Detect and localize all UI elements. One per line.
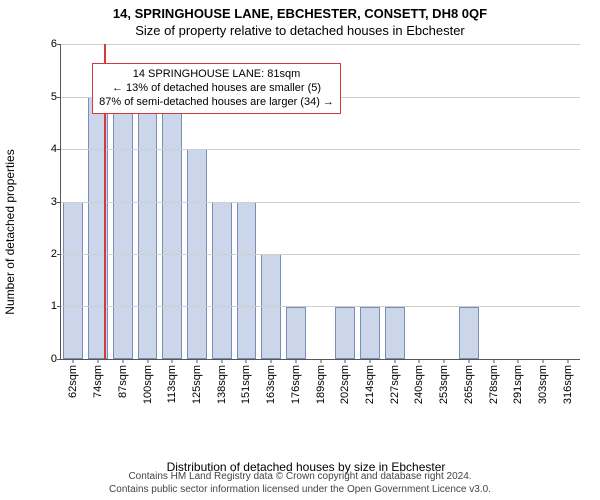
x-tick-label: 214sqm xyxy=(364,365,376,404)
x-tick-mark xyxy=(444,359,445,363)
x-tick-label: 113sqm xyxy=(166,365,178,403)
x-tick-label: 151sqm xyxy=(240,365,252,404)
x-tick-label: 125sqm xyxy=(191,365,203,404)
y-tick-label: 0 xyxy=(39,353,57,365)
x-tick-mark xyxy=(468,359,469,363)
x-tick-mark xyxy=(147,359,148,363)
footer-line-1: Contains HM Land Registry data © Crown c… xyxy=(0,470,600,483)
x-tick-label: 227sqm xyxy=(389,365,401,404)
x-tick-label: 316sqm xyxy=(562,365,574,404)
x-tick-mark xyxy=(73,359,74,363)
y-tick-mark xyxy=(57,306,61,307)
x-tick-mark xyxy=(518,359,519,363)
y-tick-mark xyxy=(57,254,61,255)
bar xyxy=(113,97,133,359)
x-tick-label: 253sqm xyxy=(438,365,450,404)
x-tick-mark xyxy=(493,359,494,363)
y-tick-label: 5 xyxy=(39,91,57,103)
x-tick-mark xyxy=(345,359,346,363)
x-tick-mark xyxy=(295,359,296,363)
page-title: 14, SPRINGHOUSE LANE, EBCHESTER, CONSETT… xyxy=(0,0,600,21)
x-tick-mark xyxy=(369,359,370,363)
footer-line-2: Contains public sector information licen… xyxy=(0,483,600,496)
bar xyxy=(237,202,257,360)
x-tick-mark xyxy=(543,359,544,363)
bar xyxy=(459,307,479,360)
y-tick-mark xyxy=(57,359,61,360)
footer: Contains HM Land Registry data © Crown c… xyxy=(0,470,600,496)
bar xyxy=(360,307,380,360)
x-tick-label: 176sqm xyxy=(290,365,302,404)
x-tick-mark xyxy=(271,359,272,363)
x-tick-mark xyxy=(172,359,173,363)
x-tick-label: 291sqm xyxy=(512,365,524,404)
gridline xyxy=(61,202,580,203)
y-tick-mark xyxy=(57,202,61,203)
gridline xyxy=(61,149,580,150)
y-tick-label: 4 xyxy=(39,143,57,155)
annotation-line: 87% of semi-detached houses are larger (… xyxy=(99,95,334,109)
bar xyxy=(286,307,306,360)
x-tick-mark xyxy=(122,359,123,363)
bar xyxy=(63,202,83,360)
y-tick-label: 6 xyxy=(39,38,57,50)
x-tick-label: 265sqm xyxy=(463,365,475,404)
page-subtitle: Size of property relative to detached ho… xyxy=(0,21,600,38)
x-tick-label: 202sqm xyxy=(339,365,351,404)
chart-container: Number of detached properties 62sqm74sqm… xyxy=(32,44,580,420)
y-tick-label: 1 xyxy=(39,300,57,312)
bar xyxy=(335,307,355,360)
x-tick-mark xyxy=(196,359,197,363)
annotation-box: 14 SPRINGHOUSE LANE: 81sqm← 13% of detac… xyxy=(92,63,341,114)
x-tick-mark xyxy=(246,359,247,363)
gridline xyxy=(61,254,580,255)
y-tick-label: 3 xyxy=(39,196,57,208)
x-tick-label: 74sqm xyxy=(92,365,104,398)
x-tick-label: 100sqm xyxy=(142,365,154,404)
x-tick-label: 87sqm xyxy=(117,365,129,398)
x-tick-mark xyxy=(567,359,568,363)
x-tick-label: 189sqm xyxy=(315,365,327,404)
y-axis-label: Number of detached properties xyxy=(3,149,17,314)
x-tick-mark xyxy=(221,359,222,363)
x-tick-label: 62sqm xyxy=(67,365,79,398)
x-tick-label: 163sqm xyxy=(265,365,277,404)
x-tick-label: 303sqm xyxy=(537,365,549,404)
x-tick-mark xyxy=(419,359,420,363)
gridline xyxy=(61,306,580,307)
x-tick-label: 138sqm xyxy=(216,365,228,404)
x-tick-label: 240sqm xyxy=(413,365,425,404)
x-tick-mark xyxy=(98,359,99,363)
x-tick-mark xyxy=(320,359,321,363)
bar xyxy=(138,97,158,359)
x-tick-label: 278sqm xyxy=(488,365,500,404)
y-tick-label: 2 xyxy=(39,248,57,260)
bar xyxy=(162,97,182,359)
plot-area: 62sqm74sqm87sqm100sqm113sqm125sqm138sqm1… xyxy=(60,44,580,360)
bar xyxy=(385,307,405,360)
y-tick-mark xyxy=(57,97,61,98)
gridline xyxy=(61,44,580,45)
y-tick-mark xyxy=(57,44,61,45)
bar xyxy=(212,202,232,360)
annotation-line: 14 SPRINGHOUSE LANE: 81sqm xyxy=(99,67,334,81)
annotation-line: ← 13% of detached houses are smaller (5) xyxy=(99,81,334,95)
x-tick-mark xyxy=(394,359,395,363)
y-tick-mark xyxy=(57,149,61,150)
